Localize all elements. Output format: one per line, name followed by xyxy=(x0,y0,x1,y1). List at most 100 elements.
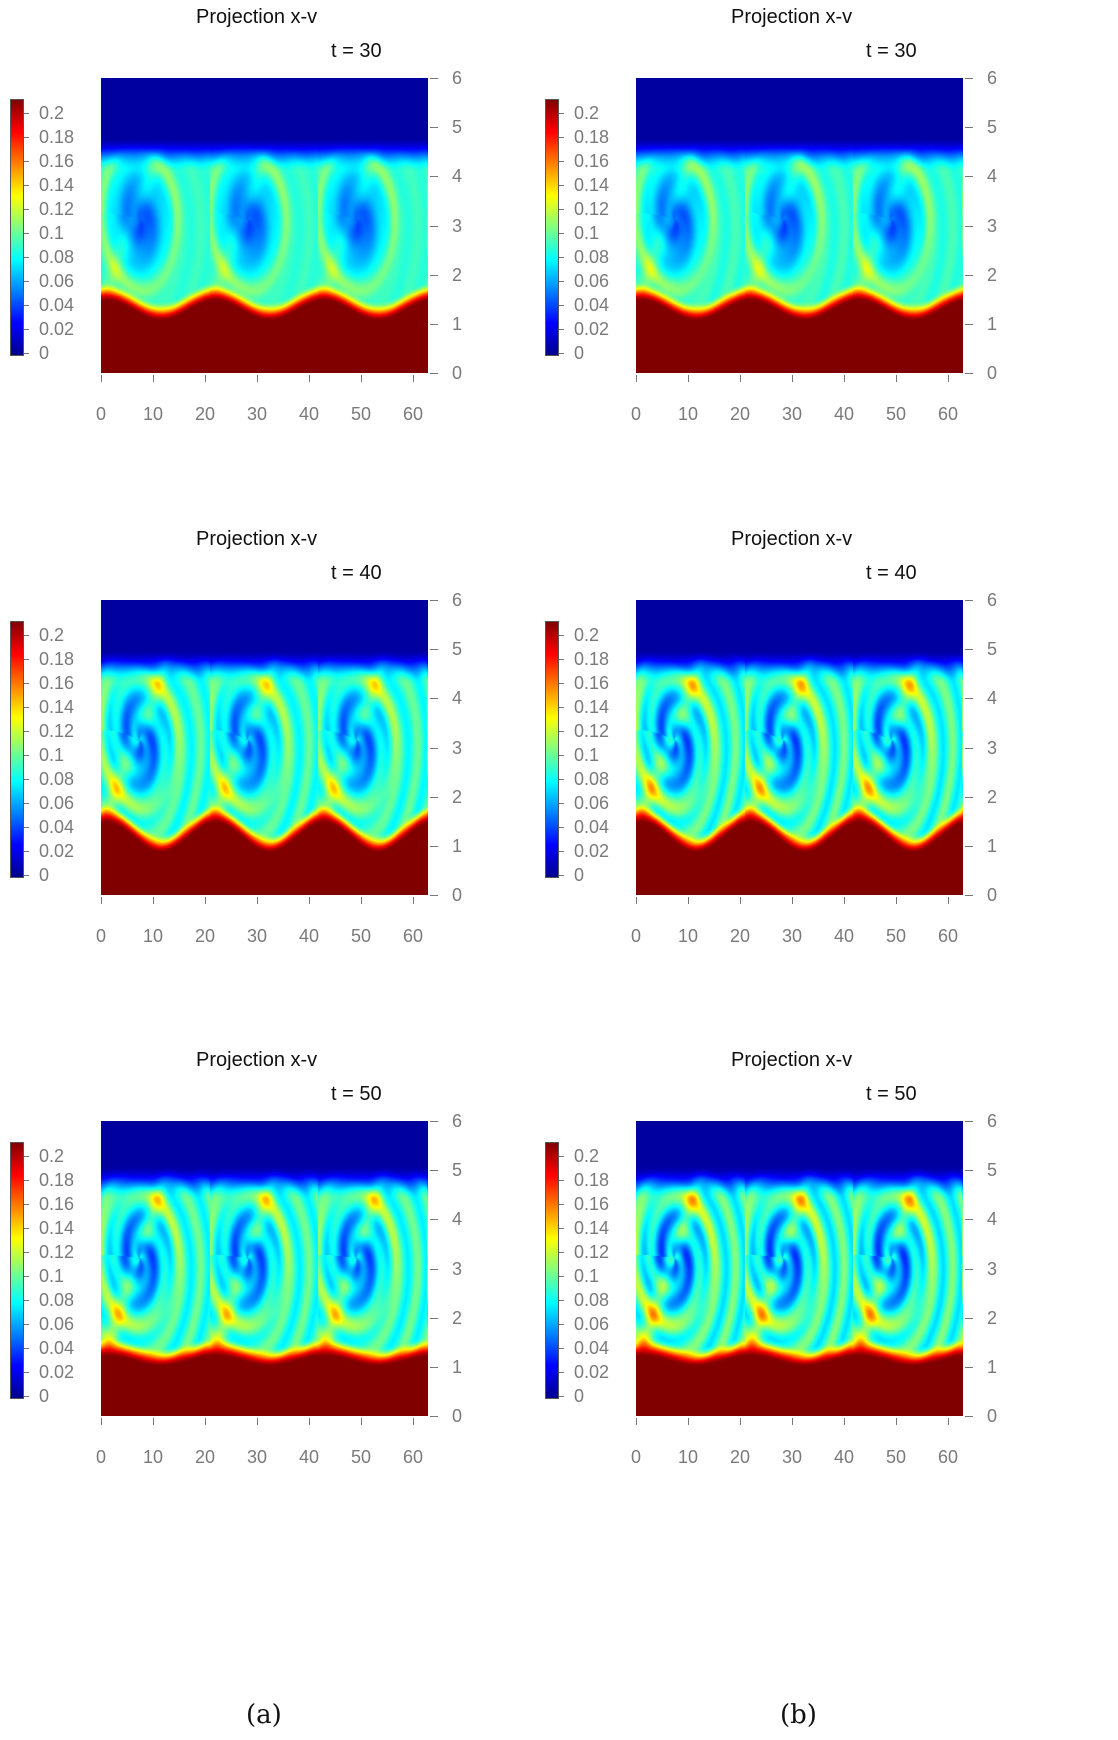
y-tick-label: 4 xyxy=(452,166,463,186)
x-tick-mark xyxy=(101,897,102,904)
time-label: t = 50 xyxy=(866,1083,917,1105)
time-label: t = 40 xyxy=(331,562,382,584)
colorbar-tick-label: 0.18 xyxy=(574,649,610,669)
colorbar-tick-label: 0.02 xyxy=(574,319,610,339)
x-tick-label: 10 xyxy=(677,1447,699,1467)
time-label: t = 50 xyxy=(331,1083,382,1105)
colorbar-tick-mark xyxy=(559,1396,564,1397)
x-tick-mark xyxy=(257,897,258,904)
colorbar-tick-label: 0.1 xyxy=(39,223,65,243)
y-tick-mark xyxy=(965,1318,973,1319)
y-tick-mark xyxy=(430,324,438,325)
x-tick-label: 60 xyxy=(402,1447,424,1467)
caption-b: (b) xyxy=(780,1700,817,1730)
x-tick-label: 0 xyxy=(95,404,106,424)
y-tick-mark xyxy=(965,748,973,749)
y-tick-mark xyxy=(965,600,973,601)
x-tick-mark xyxy=(257,1418,258,1425)
colorbar-tick-mark xyxy=(24,1228,29,1229)
colorbar-tick-mark xyxy=(24,803,29,804)
x-tick-label: 30 xyxy=(246,404,268,424)
colorbar-tick-mark xyxy=(559,1204,564,1205)
colorbar-tick-mark xyxy=(24,1324,29,1325)
x-tick-mark xyxy=(153,375,154,382)
colorbar-tick-mark xyxy=(559,779,564,780)
colorbar-tick-label: 0.08 xyxy=(39,247,75,267)
x-tick-mark xyxy=(688,1418,689,1425)
colorbar-tick-mark xyxy=(559,329,564,330)
y-tick-label: 5 xyxy=(987,639,998,659)
x-tick-mark xyxy=(153,1418,154,1425)
y-tick-mark xyxy=(965,649,973,650)
y-tick-label: 5 xyxy=(452,117,463,137)
phase-space-heatmap xyxy=(636,600,963,895)
y-tick-label: 3 xyxy=(987,1259,998,1279)
x-tick-label: 30 xyxy=(781,404,803,424)
plot-title: Projection x-v xyxy=(196,1049,318,1071)
colorbar-tick-label: 0.16 xyxy=(574,151,610,171)
colorbar-tick-label: 0.14 xyxy=(39,697,75,717)
colorbar-tick-mark xyxy=(24,1156,29,1157)
colorbar-tick-label: 0.14 xyxy=(39,1218,75,1238)
x-tick-mark xyxy=(844,897,845,904)
x-tick-label: 60 xyxy=(937,404,959,424)
y-tick-label: 6 xyxy=(987,68,998,88)
colorbar-tick-mark xyxy=(24,185,29,186)
plot-title: Projection x-v xyxy=(731,6,853,28)
y-tick-mark xyxy=(430,373,438,374)
y-tick-label: 1 xyxy=(987,1357,998,1377)
colorbar-tick-label: 0.2 xyxy=(39,1146,65,1166)
x-tick-label: 0 xyxy=(630,926,641,946)
colorbar-tick-label: 0.04 xyxy=(39,1338,75,1358)
colorbar-tick-label: 0.02 xyxy=(39,319,75,339)
colorbar-tick-mark xyxy=(559,1324,564,1325)
y-tick-mark xyxy=(430,226,438,227)
colorbar-tick-label: 0.08 xyxy=(39,769,75,789)
x-tick-label: 40 xyxy=(833,926,855,946)
colorbar-tick-label: 0 xyxy=(574,343,585,363)
y-tick-mark xyxy=(965,226,973,227)
x-tick-label: 30 xyxy=(781,1447,803,1467)
colorbar-tick-label: 0.06 xyxy=(574,271,610,291)
y-tick-label: 5 xyxy=(987,1160,998,1180)
colorbar-tick-label: 0.18 xyxy=(39,649,75,669)
colorbar-tick-label: 0.06 xyxy=(39,793,75,813)
colorbar-tick-label: 0.1 xyxy=(574,223,600,243)
y-tick-label: 2 xyxy=(987,1308,998,1328)
colorbar-tick-label: 0.06 xyxy=(39,271,75,291)
y-tick-mark xyxy=(430,1416,438,1417)
x-tick-mark xyxy=(948,375,949,382)
colorbar-tick-mark xyxy=(24,779,29,780)
colorbar-tick-label: 0.2 xyxy=(574,103,600,123)
x-tick-mark xyxy=(636,375,637,382)
x-tick-label: 50 xyxy=(350,404,372,424)
x-tick-label: 0 xyxy=(95,926,106,946)
time-label: t = 30 xyxy=(866,40,917,62)
colorbar-tick-label: 0.1 xyxy=(574,1266,600,1286)
colorbar-tick-mark xyxy=(24,1276,29,1277)
colorbar-tick-label: 0.14 xyxy=(574,175,610,195)
y-tick-label: 1 xyxy=(452,314,463,334)
colorbar-tick-mark xyxy=(559,1180,564,1181)
colorbar-tick-label: 0.16 xyxy=(574,673,610,693)
x-tick-label: 10 xyxy=(677,926,699,946)
y-tick-mark xyxy=(430,1219,438,1220)
y-tick-mark xyxy=(430,649,438,650)
y-tick-label: 0 xyxy=(987,363,998,383)
y-tick-label: 3 xyxy=(452,738,463,758)
y-tick-mark xyxy=(430,1318,438,1319)
colorbar xyxy=(545,99,559,356)
y-tick-mark xyxy=(430,698,438,699)
x-tick-mark xyxy=(101,375,102,382)
colorbar-tick-mark xyxy=(559,803,564,804)
x-tick-label: 10 xyxy=(142,1447,164,1467)
x-tick-mark xyxy=(205,897,206,904)
x-tick-label: 50 xyxy=(885,1447,907,1467)
x-tick-mark xyxy=(740,897,741,904)
colorbar-tick-label: 0.18 xyxy=(574,127,610,147)
x-tick-label: 40 xyxy=(298,1447,320,1467)
colorbar-tick-mark xyxy=(559,353,564,354)
colorbar-tick-label: 0.04 xyxy=(574,817,610,837)
colorbar-tick-label: 0.12 xyxy=(574,1242,610,1262)
phase-space-heatmap xyxy=(101,600,428,895)
